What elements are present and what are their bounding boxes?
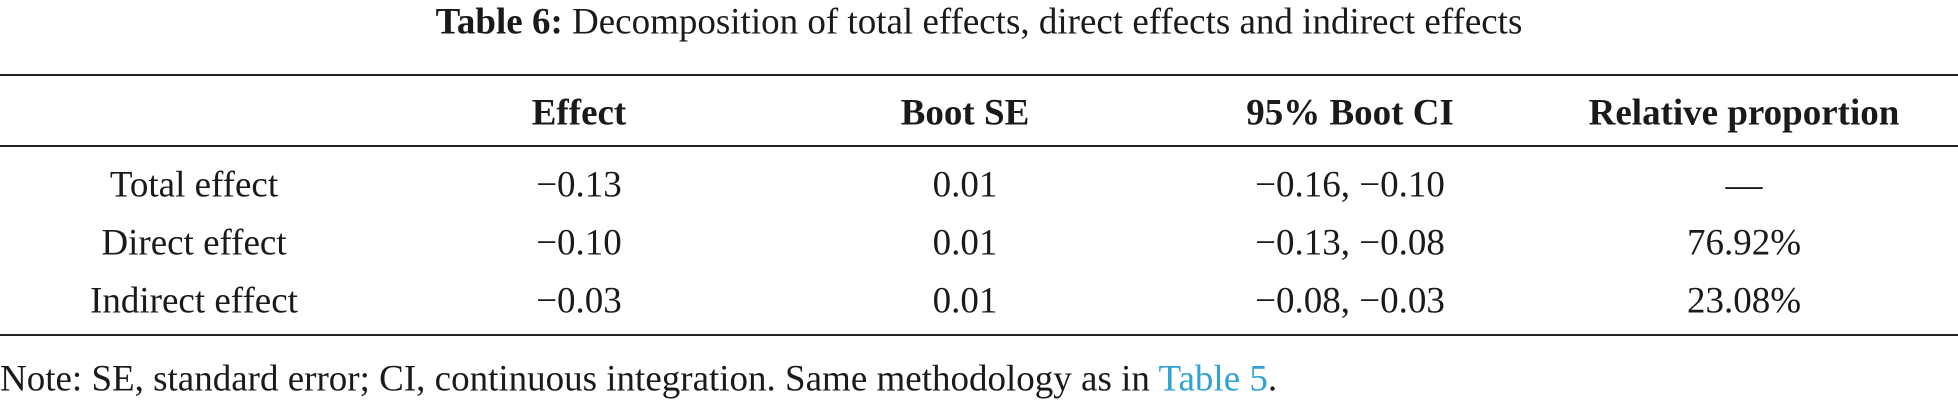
bottom-rule	[0, 334, 1958, 336]
cell: −0.13	[536, 164, 622, 206]
cell: −0.13, −0.08	[1255, 222, 1445, 264]
column-header: Effect	[531, 92, 627, 134]
title-text: Decomposition of total effects, direct e…	[572, 1, 1523, 43]
cell: −0.08, −0.03	[1255, 280, 1445, 322]
title-label: Table 6:	[435, 1, 563, 43]
note-link[interactable]: Table 5	[1158, 358, 1268, 400]
note-end: .	[1267, 358, 1278, 400]
cell: —	[1725, 164, 1763, 206]
table-title: Table 6: Decomposition of total effects,…	[436, 4, 1523, 41]
cell: 23.08%	[1686, 280, 1802, 322]
cell: 0.01	[932, 164, 998, 206]
top-rule	[0, 74, 1958, 76]
column-header: Boot SE	[900, 92, 1030, 134]
cell: 76.92%	[1686, 222, 1802, 264]
cell: 0.01	[932, 222, 998, 264]
row-label: Total effect	[109, 164, 279, 206]
row-label: Direct effect	[101, 222, 287, 264]
cell: −0.03	[536, 280, 622, 322]
row-label: Indirect effect	[90, 280, 298, 322]
column-header: Relative proportion	[1588, 92, 1900, 134]
note-text: Note: SE, standard error; CI, continuous…	[0, 358, 1150, 400]
column-header: 95% Boot CI	[1246, 92, 1454, 134]
note: Note: SE, standard error; CI, continuous…	[0, 361, 1277, 398]
cell: 0.01	[932, 280, 998, 322]
header-rule	[0, 145, 1958, 147]
cell: −0.10	[536, 222, 622, 264]
cell: −0.16, −0.10	[1255, 164, 1445, 206]
